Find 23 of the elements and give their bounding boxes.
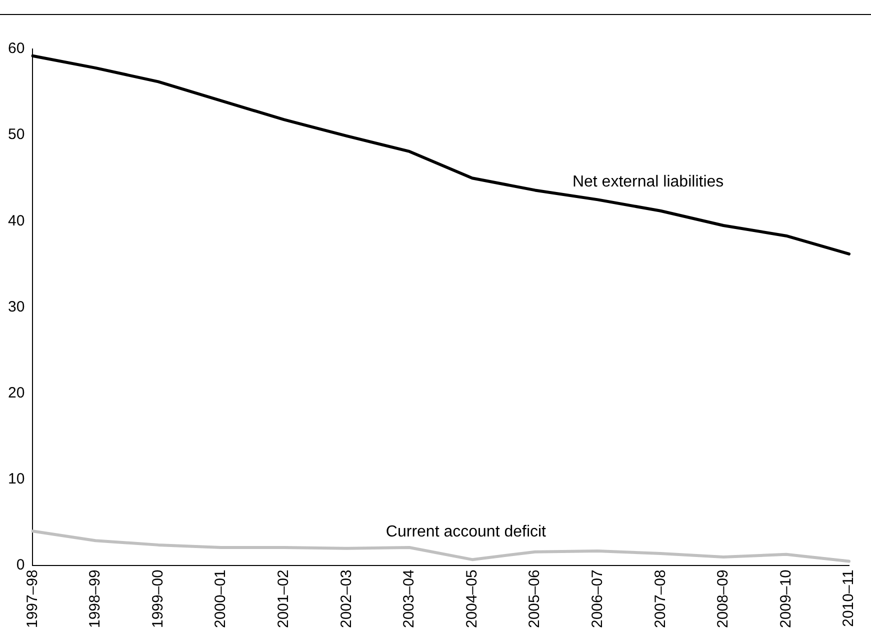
series-label: Net external liabilities (572, 174, 724, 191)
x-tick-label: 2001–02 (275, 570, 292, 628)
series-label: Current account deficit (386, 523, 547, 540)
y-tick-label: 30 (8, 298, 25, 316)
x-tick-label: 2006–07 (588, 570, 606, 628)
x-tick-label: 2009–10 (777, 570, 794, 628)
x-tick-label: 2004–05 (463, 570, 480, 628)
y-tick-label: 60 (8, 40, 25, 58)
x-tick-label: 2005–06 (526, 570, 544, 628)
x-tick-label: 2010–11 (840, 570, 858, 627)
x-tick-label: 2003–04 (400, 570, 418, 628)
x-tick-label: 2002–03 (338, 570, 355, 628)
y-tick-label: 50 (8, 126, 25, 144)
x-tick-label: 2000–01 (212, 570, 230, 628)
x-tick-label: 1998–99 (86, 570, 104, 628)
x-tick-label: 2007–08 (652, 570, 669, 628)
x-tick-label: 2008–09 (714, 570, 732, 628)
y-tick-label: 40 (8, 212, 25, 230)
y-tick-label: 20 (8, 384, 25, 402)
x-tick-label: 1999–00 (149, 570, 166, 628)
y-tick-label: 10 (8, 470, 25, 488)
x-tick-label: 1997–98 (24, 570, 41, 628)
y-tick-label: 0 (16, 556, 25, 574)
